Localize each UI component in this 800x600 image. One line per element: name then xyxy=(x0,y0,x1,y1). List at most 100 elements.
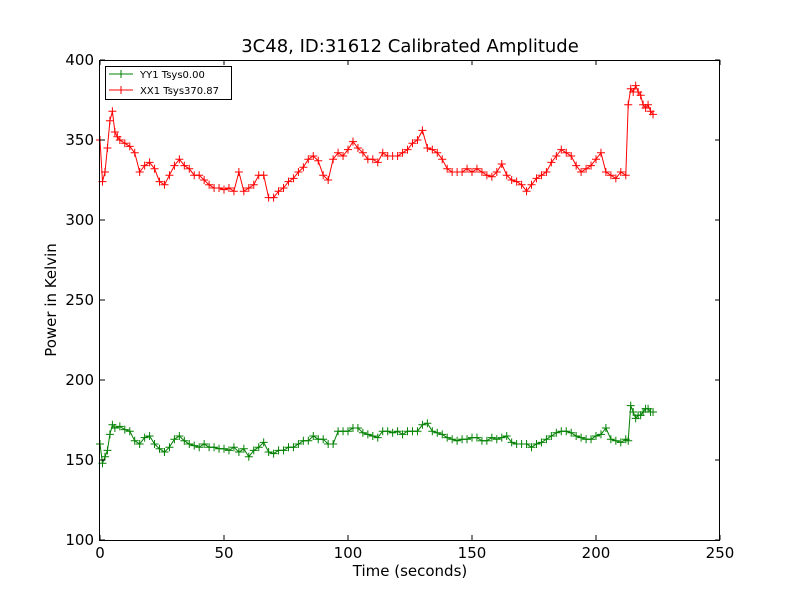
legend-label: XX1 Tsys370.87 xyxy=(140,86,219,97)
data-point xyxy=(239,444,248,453)
data-point xyxy=(145,158,154,167)
data-point xyxy=(150,164,159,173)
y-tick-label: 250 xyxy=(65,291,94,309)
data-point xyxy=(125,427,134,436)
data-point xyxy=(294,440,303,448)
data-point xyxy=(115,422,124,431)
data-point xyxy=(621,171,630,180)
data-point xyxy=(649,408,658,416)
x-tick-label: 250 xyxy=(706,544,735,562)
data-point xyxy=(135,440,144,448)
data-point xyxy=(596,430,605,439)
data-point xyxy=(358,148,367,157)
data-point xyxy=(239,187,248,196)
data-point xyxy=(185,164,194,173)
data-point xyxy=(413,136,422,144)
data-point xyxy=(542,435,551,444)
data-point xyxy=(304,436,313,445)
data-point xyxy=(103,446,112,455)
data-point xyxy=(557,145,566,154)
data-point xyxy=(348,137,357,146)
data-point xyxy=(582,164,591,173)
legend: YY1 Tsys0.00 XX1 Tsys370.87 xyxy=(105,66,232,100)
data-point xyxy=(423,419,432,428)
data-point xyxy=(344,427,352,436)
data-point xyxy=(393,152,402,160)
x-axis: 0 50 100 150 200 250 xyxy=(95,60,734,562)
data-point xyxy=(512,177,521,186)
data-point xyxy=(497,433,506,442)
data-point xyxy=(105,116,114,125)
data-point xyxy=(155,177,164,186)
data-point xyxy=(120,425,129,434)
data-point xyxy=(644,100,653,109)
data-point xyxy=(170,435,179,444)
legend-box xyxy=(105,66,232,100)
data-point xyxy=(587,161,596,170)
plot-frame xyxy=(99,60,720,541)
data-point xyxy=(463,164,472,173)
data-point xyxy=(383,427,392,436)
data-point xyxy=(562,427,571,436)
y-tick-label: 150 xyxy=(65,451,94,469)
data-point xyxy=(309,152,318,160)
data-point xyxy=(125,142,134,151)
data-point xyxy=(130,148,139,157)
data-point xyxy=(269,193,278,202)
data-point xyxy=(165,443,174,452)
data-point xyxy=(289,443,298,452)
data-point xyxy=(100,168,109,176)
x-tick-label: 150 xyxy=(458,544,487,562)
data-point xyxy=(160,448,169,456)
data-point xyxy=(522,440,531,448)
data-point xyxy=(606,171,615,180)
data-point xyxy=(497,160,506,168)
data-point xyxy=(249,446,258,455)
data-point xyxy=(309,432,318,440)
data-point xyxy=(378,148,387,157)
data-point xyxy=(443,433,452,442)
data-point xyxy=(210,443,219,452)
x-tick-label: 100 xyxy=(334,544,363,562)
data-point xyxy=(482,436,491,445)
data-point xyxy=(487,172,496,181)
data-point xyxy=(180,436,189,445)
data-point xyxy=(567,428,576,437)
y-tick-label: 200 xyxy=(65,371,94,389)
data-point xyxy=(224,446,233,455)
data-point xyxy=(185,440,194,448)
data-point xyxy=(527,180,536,189)
data-point xyxy=(145,432,154,440)
series-line xyxy=(99,84,654,199)
x-tick-label: 0 xyxy=(95,544,105,562)
data-point xyxy=(299,163,308,172)
data-point xyxy=(279,446,288,455)
data-point xyxy=(130,436,139,445)
y-tick-label: 100 xyxy=(65,531,94,549)
data-point xyxy=(636,91,645,100)
data-point xyxy=(344,145,352,154)
data-point xyxy=(264,448,273,456)
data-point xyxy=(492,168,501,176)
data-point xyxy=(542,168,551,176)
data-point xyxy=(220,444,228,453)
data-point xyxy=(492,435,501,444)
data-point xyxy=(368,155,377,164)
data-point xyxy=(458,168,467,176)
data-point xyxy=(284,177,293,186)
legend-marker xyxy=(117,86,125,94)
data-point xyxy=(329,440,338,448)
x-axis-label: Time (seconds) xyxy=(352,562,468,580)
data-point xyxy=(279,184,288,192)
data-point xyxy=(329,155,338,164)
data-point xyxy=(626,401,635,410)
data-point xyxy=(418,420,427,429)
data-point xyxy=(269,449,278,458)
data-point xyxy=(572,432,581,440)
data-point xyxy=(423,144,432,152)
chart-title: 3C48, ID:31612 Calibrated Amplitude xyxy=(241,36,579,57)
legend-marker xyxy=(117,70,125,78)
data-point xyxy=(353,424,362,432)
data-point xyxy=(110,128,119,136)
data-point xyxy=(438,155,447,164)
